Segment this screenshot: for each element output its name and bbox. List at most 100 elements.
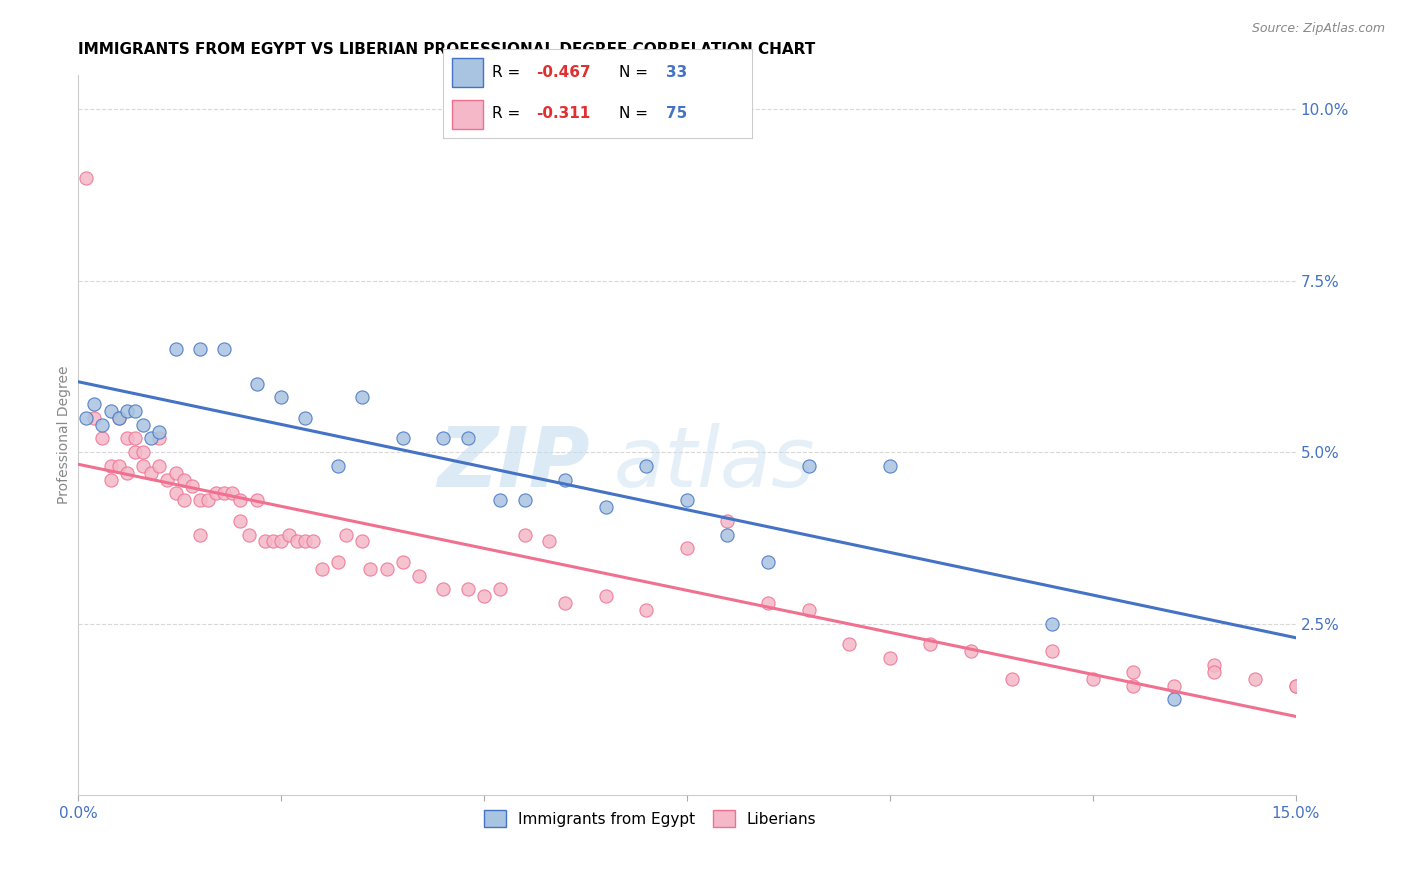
Point xyxy=(115,466,138,480)
Point xyxy=(513,527,536,541)
Point xyxy=(83,410,105,425)
Point xyxy=(1204,665,1226,679)
Point xyxy=(432,582,454,597)
Point xyxy=(91,432,114,446)
Point xyxy=(335,527,357,541)
Point xyxy=(920,637,942,651)
Point xyxy=(83,397,105,411)
Point xyxy=(716,527,738,541)
Point xyxy=(165,466,187,480)
Point xyxy=(294,410,316,425)
Point xyxy=(1040,616,1063,631)
Point xyxy=(165,486,187,500)
Point xyxy=(756,555,779,569)
Point xyxy=(595,500,617,514)
Point xyxy=(879,458,901,473)
Point xyxy=(352,534,374,549)
Text: R =: R = xyxy=(492,65,520,80)
Point xyxy=(132,458,155,473)
Point xyxy=(1284,679,1306,693)
Point xyxy=(716,514,738,528)
Point xyxy=(173,473,195,487)
Point xyxy=(91,417,114,432)
Point xyxy=(676,493,699,508)
Text: R =: R = xyxy=(492,106,520,121)
Point xyxy=(636,458,658,473)
Point xyxy=(960,644,983,658)
Point xyxy=(100,404,122,418)
Point xyxy=(457,582,479,597)
Point xyxy=(221,486,243,500)
Point xyxy=(489,493,512,508)
Point xyxy=(148,432,170,446)
Point xyxy=(1163,692,1185,706)
Point xyxy=(132,417,155,432)
Point xyxy=(115,432,138,446)
FancyBboxPatch shape xyxy=(453,58,484,87)
Point xyxy=(107,458,129,473)
Point xyxy=(391,555,413,569)
Point xyxy=(879,651,901,665)
Text: N =: N = xyxy=(619,65,648,80)
Point xyxy=(1000,672,1022,686)
Point xyxy=(148,458,170,473)
Point xyxy=(797,458,820,473)
Text: ZIP: ZIP xyxy=(437,424,589,504)
Point xyxy=(359,562,381,576)
Point xyxy=(285,534,308,549)
Point xyxy=(294,534,316,549)
Point xyxy=(311,562,333,576)
Point xyxy=(676,541,699,556)
Point xyxy=(554,596,576,610)
Point xyxy=(156,473,179,487)
Point xyxy=(636,603,658,617)
Point xyxy=(132,445,155,459)
Point xyxy=(107,410,129,425)
Point xyxy=(1284,679,1306,693)
Text: IMMIGRANTS FROM EGYPT VS LIBERIAN PROFESSIONAL DEGREE CORRELATION CHART: IMMIGRANTS FROM EGYPT VS LIBERIAN PROFES… xyxy=(79,42,815,57)
Point xyxy=(188,493,211,508)
Legend: Immigrants from Egypt, Liberians: Immigrants from Egypt, Liberians xyxy=(477,803,824,835)
Point xyxy=(262,534,284,549)
Point xyxy=(229,514,252,528)
Text: atlas: atlas xyxy=(614,424,815,504)
Text: N =: N = xyxy=(619,106,648,121)
Point xyxy=(165,342,187,356)
Point xyxy=(107,410,129,425)
Point xyxy=(212,486,235,500)
Text: -0.467: -0.467 xyxy=(536,65,591,80)
Point xyxy=(197,493,219,508)
Point xyxy=(375,562,398,576)
Point xyxy=(246,376,269,391)
Point xyxy=(554,473,576,487)
Point xyxy=(1040,644,1063,658)
Point xyxy=(212,342,235,356)
Point xyxy=(124,404,146,418)
Point xyxy=(1163,679,1185,693)
Point xyxy=(270,534,292,549)
Point xyxy=(75,410,97,425)
Text: 33: 33 xyxy=(665,65,688,80)
Point xyxy=(141,466,163,480)
Point xyxy=(432,432,454,446)
Point xyxy=(326,555,349,569)
Point xyxy=(75,170,97,185)
Point xyxy=(115,404,138,418)
Point xyxy=(124,445,146,459)
Point xyxy=(1122,665,1144,679)
Point xyxy=(838,637,860,651)
Text: -0.311: -0.311 xyxy=(536,106,591,121)
Point xyxy=(797,603,820,617)
Point xyxy=(513,493,536,508)
Point xyxy=(408,568,430,582)
Point xyxy=(124,432,146,446)
Point xyxy=(1204,657,1226,672)
FancyBboxPatch shape xyxy=(453,100,484,129)
Point xyxy=(188,342,211,356)
Point xyxy=(188,527,211,541)
Point xyxy=(180,479,202,493)
Point xyxy=(537,534,560,549)
Point xyxy=(100,473,122,487)
Point xyxy=(238,527,260,541)
Point xyxy=(246,493,269,508)
